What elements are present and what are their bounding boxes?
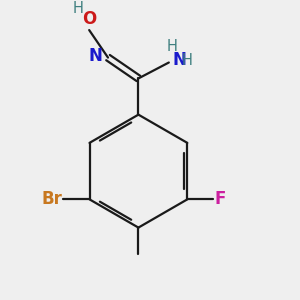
Text: H: H [181, 53, 192, 68]
Text: N: N [89, 47, 103, 65]
Text: F: F [215, 190, 226, 208]
Text: N: N [172, 51, 186, 69]
Text: Br: Br [41, 190, 62, 208]
Text: H: H [167, 39, 178, 54]
Text: O: O [82, 10, 96, 28]
Text: H: H [73, 1, 84, 16]
